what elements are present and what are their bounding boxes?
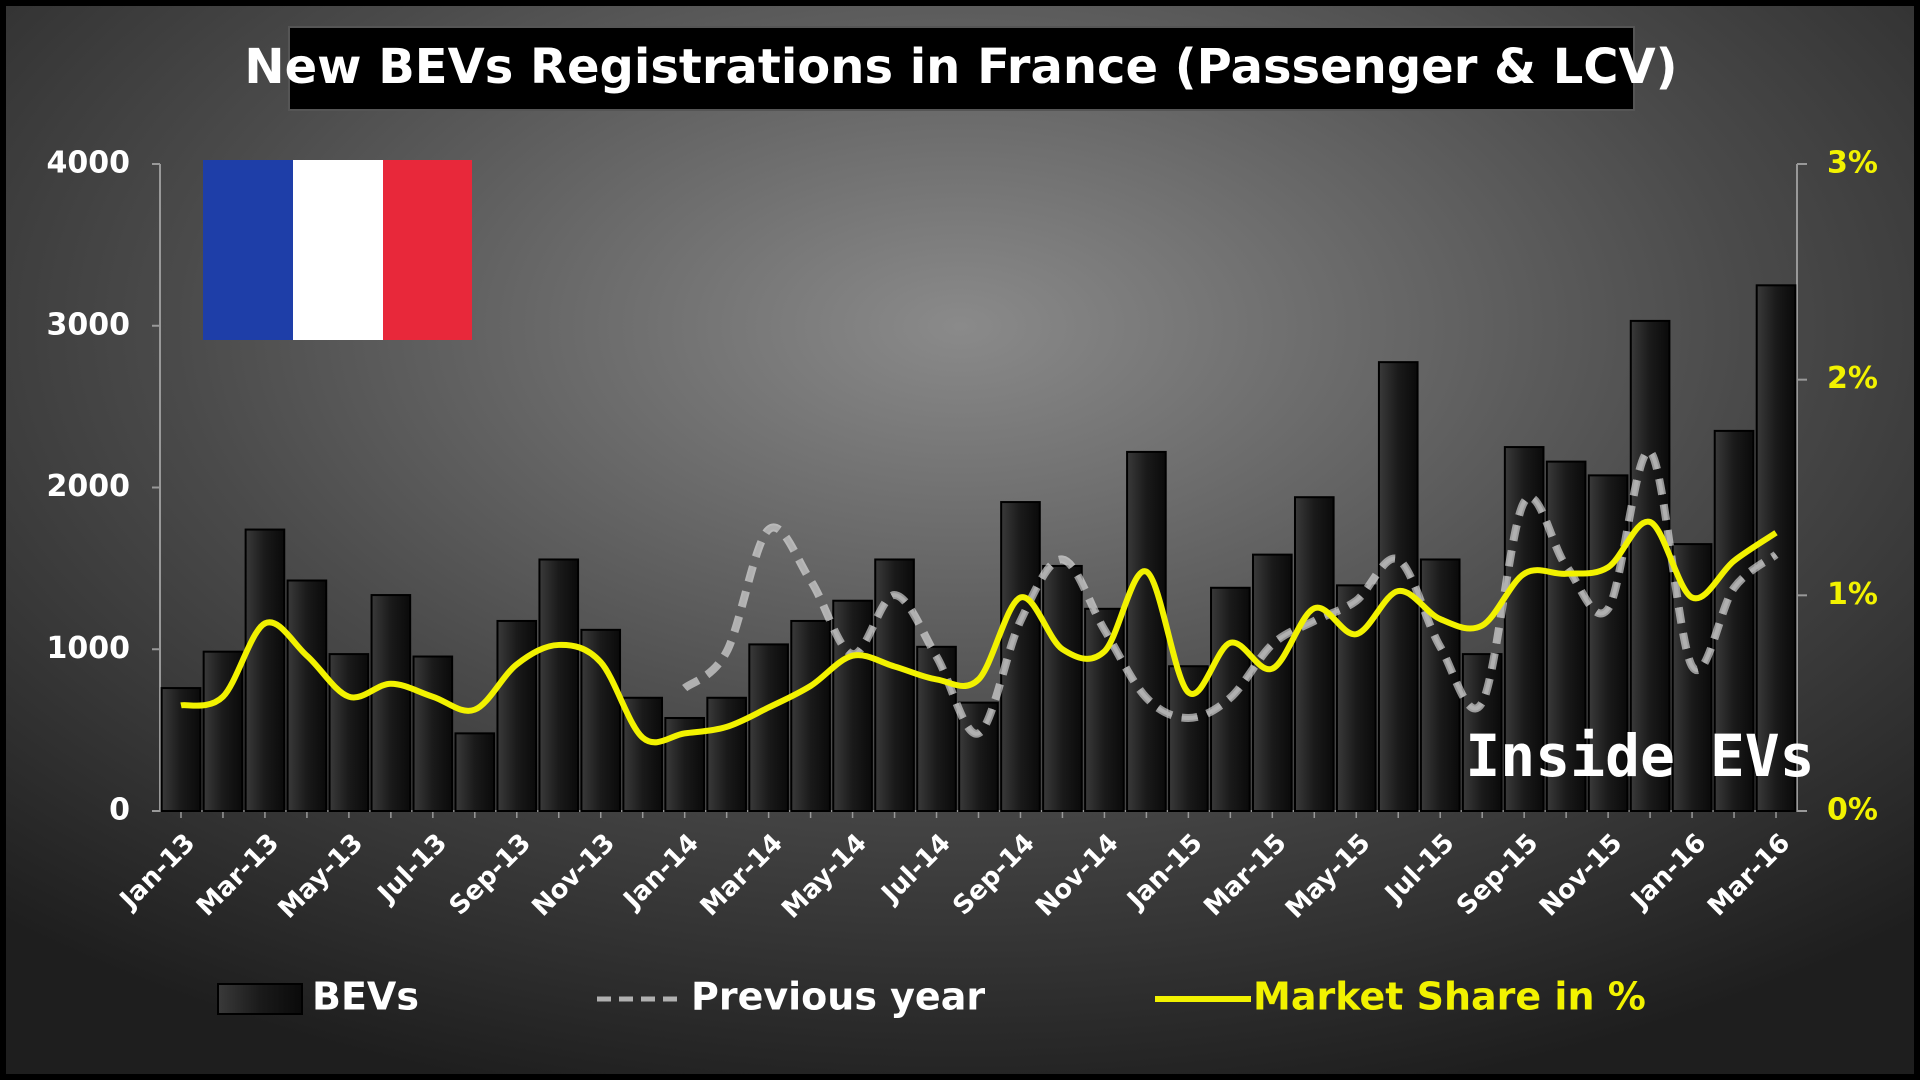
bar: [454, 732, 496, 812]
y2-tick-label: 1%: [1827, 577, 1878, 612]
bar: [496, 619, 538, 812]
market-share-line: [180, 518, 1778, 746]
flag-blue: [203, 160, 293, 340]
bar: [1587, 474, 1629, 812]
bar: [706, 696, 747, 813]
bar: [1713, 429, 1755, 812]
bar: [160, 687, 202, 813]
y-tick-label: 3000: [47, 307, 131, 342]
y2-tick-label: 0%: [1827, 793, 1878, 828]
bar: [244, 528, 286, 812]
flag: [203, 160, 472, 340]
chart-title: New BEVs Registrations in France (Passen…: [244, 39, 1677, 95]
bar: [1042, 564, 1083, 812]
bar: [1126, 450, 1167, 812]
bar: [370, 594, 412, 812]
bar: [916, 645, 957, 812]
y-tick-label: 2000: [47, 469, 131, 504]
bar: [328, 653, 370, 812]
bar: [1545, 460, 1587, 812]
bar: [748, 643, 789, 813]
y-tick-label: 1000: [47, 631, 131, 666]
bar: [1461, 653, 1503, 812]
y-tick-label: 0: [109, 793, 130, 828]
bar: [1377, 361, 1419, 812]
y-tick-label: 4000: [47, 146, 131, 181]
title-box: [288, 26, 1635, 111]
bar: [1629, 319, 1671, 812]
bar: [1084, 607, 1125, 812]
bar: [412, 655, 454, 812]
bar: [538, 558, 580, 813]
previous-year-line: [683, 449, 1778, 736]
legend-label: Market Share in %: [1253, 975, 1646, 1019]
flag-white: [293, 160, 383, 340]
y2-tick-label: 2%: [1827, 361, 1878, 396]
flag-red: [383, 160, 472, 340]
bar: [580, 628, 622, 813]
watermark: Inside EVs: [1465, 722, 1814, 790]
legend-label: BEVs: [312, 975, 419, 1019]
bar: [790, 619, 831, 812]
bar: [1755, 284, 1797, 812]
bar: [1293, 496, 1335, 812]
bar: [1000, 501, 1041, 812]
legend-label: Previous year: [691, 975, 985, 1019]
bar: [286, 579, 328, 812]
bar: [1252, 553, 1293, 812]
legend-swatch: [217, 983, 303, 1015]
y2-tick-label: 3%: [1827, 146, 1878, 181]
